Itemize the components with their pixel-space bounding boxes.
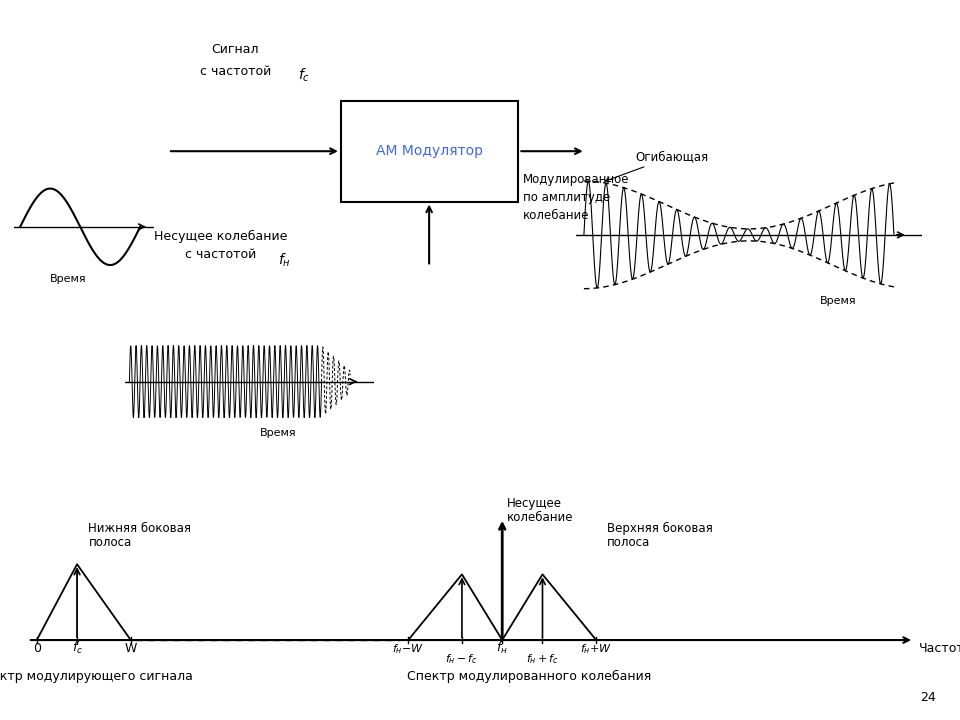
Text: Время: Время	[820, 296, 856, 305]
Text: полоса: полоса	[88, 536, 132, 549]
Text: $f_c$: $f_c$	[71, 640, 83, 656]
Text: 24: 24	[921, 691, 936, 704]
Text: АМ Модулятор: АМ Модулятор	[375, 144, 483, 158]
Text: $f_н$: $f_н$	[278, 251, 291, 269]
Text: $f_н$$-$$W$: $f_н$$-$$W$	[393, 642, 424, 656]
Text: $f_н - f_c$: $f_н - f_c$	[445, 652, 478, 666]
Text: Несущее колебание: Несущее колебание	[155, 230, 287, 243]
Text: Спектр модулирующего сигнала: Спектр модулирующего сигнала	[0, 670, 193, 683]
Text: Спектр модулированного колебания: Спектр модулированного колебания	[407, 670, 651, 683]
Text: полоса: полоса	[607, 536, 650, 549]
Text: $f_н$$+$$W$: $f_н$$+$$W$	[580, 642, 612, 656]
Text: $f_c$: $f_c$	[298, 66, 310, 84]
Text: колебание: колебание	[507, 511, 573, 524]
Text: по амплитуде: по амплитуде	[523, 191, 611, 204]
Text: с частотой: с частотой	[200, 65, 271, 78]
Text: Время: Время	[50, 274, 86, 284]
Text: Верхняя боковая: Верхняя боковая	[607, 522, 712, 535]
Text: Время: Время	[260, 428, 297, 438]
Text: $f_н + f_c$: $f_н + f_c$	[526, 652, 559, 666]
Text: колебание: колебание	[523, 209, 589, 222]
Text: $f_н$: $f_н$	[496, 640, 508, 656]
Text: Сигнал: Сигнал	[211, 43, 259, 56]
Text: Модулированное: Модулированное	[523, 173, 630, 186]
FancyBboxPatch shape	[341, 101, 518, 202]
Text: Нижняя боковая: Нижняя боковая	[88, 522, 191, 535]
Text: Огибающая: Огибающая	[606, 150, 708, 181]
Text: W: W	[125, 642, 137, 655]
Text: Несущее: Несущее	[507, 497, 562, 510]
Text: 0: 0	[33, 642, 40, 655]
Text: Частота: Частота	[919, 642, 960, 655]
Text: с частотой: с частотой	[185, 248, 256, 261]
